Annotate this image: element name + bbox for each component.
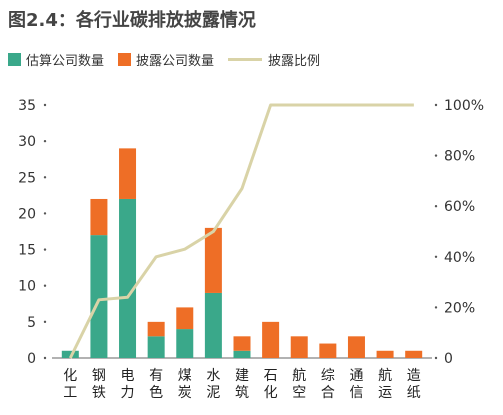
x-category-label: 空 (292, 385, 306, 401)
y-right-tick-dot (434, 154, 438, 157)
y-left-tick-dot (43, 320, 47, 324)
x-category-label: 通 (349, 368, 363, 384)
y-left-tick-label: 0 (27, 351, 36, 367)
x-category-label: 水 (206, 368, 220, 384)
chart-legend: 估算公司数量 披露公司数量 披露比例 (8, 50, 334, 69)
x-category-label: 化 (264, 385, 278, 401)
x-category-label: 合 (321, 385, 335, 401)
y-right-tick-label: 40% (444, 250, 475, 266)
legend-label-ratio: 披露比例 (268, 54, 321, 69)
x-category-label: 铁 (92, 385, 106, 401)
y-right-tick-label: 0 (444, 351, 453, 367)
bar-disclosed (90, 198, 108, 236)
x-category-label: 纸 (407, 385, 421, 401)
y-left-tick-label: 35 (18, 98, 36, 114)
x-category-label: 色 (149, 384, 163, 401)
bar-estimated (147, 336, 165, 358)
x-category-label: 筑 (235, 385, 249, 401)
y-right-tick-dot (434, 255, 438, 258)
x-category-label: 有 (149, 368, 163, 384)
x-category-label: 钢 (92, 368, 106, 384)
bar-disclosed (319, 343, 337, 358)
y-left-tick-label: 5 (27, 315, 36, 331)
y-right-tick-dot (434, 306, 438, 309)
y-left-tick-label: 30 (18, 134, 36, 150)
legend-swatch-ratio (228, 58, 263, 61)
x-category-label: 航 (292, 368, 306, 384)
y-left-tick-dot (43, 284, 47, 287)
x-category-label: 炭 (178, 385, 192, 401)
y-right-tick-label: 80% (444, 149, 475, 165)
y-left-tick-dot (43, 248, 47, 251)
legend-label-estimated: 估算公司数量 (26, 54, 105, 69)
x-category-label: 电 (121, 368, 135, 384)
y-left-tick-dot (43, 176, 47, 179)
bar-disclosed (204, 227, 222, 293)
y-left-tick-dot (43, 139, 47, 143)
legend-swatch-estimated (8, 53, 21, 66)
legend-label-disclosed: 披露公司数量 (136, 54, 215, 69)
bar-estimated (61, 350, 79, 358)
bar-estimated (204, 292, 222, 358)
y-right-tick-label: 60% (444, 199, 475, 215)
y-right-tick-label: 20% (444, 300, 475, 316)
bar-disclosed (376, 350, 394, 358)
y-left-tick-dot (43, 356, 47, 360)
bar-disclosed (262, 321, 280, 358)
x-category-label: 运 (378, 385, 392, 401)
bar-disclosed (147, 321, 165, 337)
bar-disclosed (176, 307, 194, 330)
y-right-tick-dot (434, 205, 438, 208)
x-category-label: 煤 (178, 368, 192, 384)
legend-swatch-disclosed (118, 53, 132, 66)
bar-disclosed (347, 336, 365, 358)
x-category-label: 航 (378, 368, 392, 384)
y-right-tick-dot (434, 356, 438, 360)
y-left-tick-label: 20 (18, 206, 36, 222)
chart-title: 图2.4：各行业碳排放披露情况 (8, 10, 256, 31)
x-category-label: 信 (349, 385, 363, 401)
x-category-label: 力 (121, 385, 135, 401)
x-category-label: 造 (407, 368, 421, 384)
y-left-tick-label: 25 (18, 170, 36, 186)
bar-disclosed (119, 148, 137, 199)
x-category-label: 石 (264, 368, 278, 384)
legend-item-disclosed: 披露公司数量 (118, 50, 214, 69)
y-right-tick-dot (434, 103, 438, 107)
bar-estimated (176, 329, 194, 358)
ratio-line (68, 103, 414, 359)
y-left-tick-label: 10 (18, 279, 36, 295)
y-left-tick-dot (43, 103, 47, 107)
legend-item-estimated: 估算公司数量 (8, 50, 104, 69)
legend-item-ratio: 披露比例 (228, 50, 320, 69)
bar-disclosed (233, 336, 251, 351)
y-left-tick-label: 15 (18, 243, 36, 259)
bar-estimated (233, 350, 251, 358)
x-category-label: 化 (63, 368, 77, 384)
x-category-label: 综 (321, 368, 335, 384)
x-category-label: 建 (235, 368, 249, 384)
y-right-tick-label: 100% (444, 98, 484, 114)
bar-estimated (90, 235, 108, 358)
x-category-label: 工 (63, 385, 77, 401)
x-category-label: 泥 (206, 385, 220, 401)
y-left-tick-dot (43, 212, 47, 215)
bar-disclosed (290, 336, 308, 358)
bar-estimated (119, 198, 137, 358)
bar-disclosed (405, 350, 423, 358)
